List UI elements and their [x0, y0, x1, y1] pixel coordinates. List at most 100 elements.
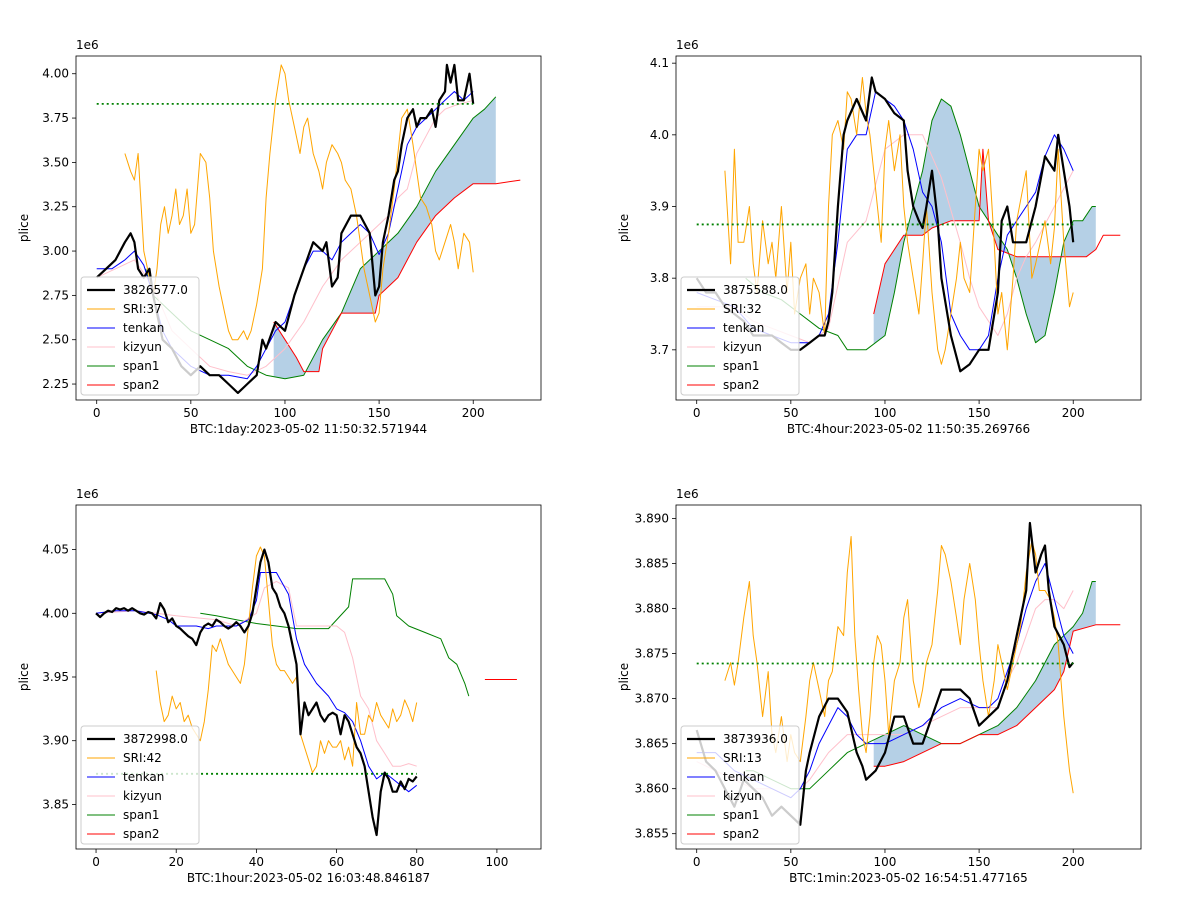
x-tick-label: 0 — [693, 855, 701, 869]
y-tick-label: 3.90 — [42, 734, 69, 748]
x-tick-label: 200 — [1062, 406, 1085, 420]
plot-content — [695, 76, 1121, 373]
x-tick-label: 150 — [368, 406, 391, 420]
legend-entry: SRI:32 — [723, 302, 762, 316]
x-tick-label: 100 — [874, 855, 897, 869]
x-axis-label: BTC:1hour:2023-05-02 16:03:48.846187 — [187, 871, 430, 885]
series-line-span2 — [273, 179, 521, 373]
legend: 3872998.0 SRI:42 tenkan kizyun span1 span2 — [80, 725, 200, 845]
series-line-sri-37 — [124, 64, 474, 341]
y-tick-label: 3.890 — [635, 512, 669, 526]
axes-frame — [675, 55, 1142, 401]
legend-entry: 3872998.0 — [123, 732, 188, 746]
chart-panel-1: 0 50 100 150 200 2.25 2.50 2.75 3.00 3.25 3.50 3.75… — [17, 38, 542, 436]
y-tick-label: 3.870 — [635, 692, 669, 706]
cloud-fill — [873, 99, 1096, 345]
y-tick-label: 2.75 — [42, 288, 69, 302]
y-tick-label: 3.7 — [650, 343, 669, 357]
legend-entry: 3873936.0 — [723, 732, 788, 746]
series-line-span2 — [873, 624, 1121, 767]
chart-panel-2: 0 50 100 150 200 3.7 3.8 3.9 4.0 4.1 1e6 BTC:4hour:… — [617, 38, 1142, 436]
series-line-kizyun — [95, 580, 417, 767]
x-tick-label: 150 — [968, 855, 991, 869]
x-tick-label: 200 — [1062, 855, 1085, 869]
legend-entry: span2 — [123, 827, 159, 841]
y-tick-label: 3.25 — [42, 200, 69, 214]
y-tick-label: 4.1 — [650, 56, 669, 70]
y-axis-label: plice — [617, 663, 631, 691]
legend-entry: SRI:42 — [123, 751, 162, 765]
legend: 3875588.0 SRI:32 tenkan kizyun span1 span2 — [680, 276, 800, 396]
y-tick-label: 3.855 — [635, 827, 669, 841]
axes-frame — [75, 55, 542, 401]
y-scale-label: 1e6 — [76, 38, 99, 52]
legend: 3873936.0 SRI:13 tenkan kizyun span1 span2 — [680, 725, 800, 845]
y-tick-label: 3.865 — [635, 737, 669, 751]
plot-content — [95, 546, 517, 837]
cloud-fill — [273, 96, 496, 379]
y-tick-label: 3.00 — [42, 244, 69, 258]
x-tick-label: 0 — [93, 406, 101, 420]
x-tick-label: 50 — [183, 406, 198, 420]
series-line-tenkan — [696, 91, 1074, 351]
legend-entry: kizyun — [123, 789, 162, 803]
y-tick-label: 4.00 — [42, 67, 69, 81]
y-scale-label: 1e6 — [676, 38, 699, 52]
legend-entry: span1 — [123, 359, 159, 373]
x-tick-label: 100 — [874, 406, 897, 420]
chart-panel-4: 0 50 100 150 200 3.855 3.860 3.865 3.870 3.875 3.8… — [617, 487, 1142, 885]
legend-entry: tenkan — [723, 321, 764, 335]
y-axis-label: plice — [617, 214, 631, 242]
y-tick-label: 3.880 — [635, 602, 669, 616]
series-line-span1 — [745, 98, 1096, 351]
x-tick-label: 0 — [693, 406, 701, 420]
y-axis-label: plice — [17, 663, 31, 691]
axes-frame — [675, 504, 1142, 850]
y-tick-label: 3.75 — [42, 111, 69, 125]
x-axis-label: BTC:4hour:2023-05-02 11:50:35.269766 — [787, 422, 1030, 436]
series-line-sri-42 — [155, 546, 418, 774]
y-tick-label: 3.885 — [635, 557, 669, 571]
legend-entry: SRI:37 — [123, 302, 162, 316]
series-line-sri-32 — [724, 77, 1074, 365]
y-tick-label: 4.0 — [650, 128, 669, 142]
series-line-span1 — [200, 578, 470, 697]
y-axis-label: plice — [17, 214, 31, 242]
y-tick-label: 3.9 — [650, 200, 669, 214]
x-tick-label: 50 — [783, 406, 798, 420]
x-tick-label: 150 — [968, 406, 991, 420]
series-line-3872998-0 — [95, 548, 418, 837]
x-tick-label: 100 — [274, 406, 297, 420]
x-tick-label: 20 — [169, 855, 184, 869]
y-scale-label: 1e6 — [676, 487, 699, 501]
legend: 3826577.0 SRI:37 tenkan kizyun span1 span2 — [80, 276, 200, 396]
series-line-span2 — [873, 148, 1121, 315]
legend-entry: kizyun — [123, 340, 162, 354]
x-axis-label: BTC:1min:2023-05-02 16:54:51.477165 — [789, 871, 1028, 885]
legend-entry: kizyun — [723, 789, 762, 803]
legend-entry: span1 — [723, 808, 759, 822]
y-scale-label: 1e6 — [76, 487, 99, 501]
legend-entry: 3875588.0 — [723, 283, 788, 297]
x-axis-label: BTC:1day:2023-05-02 11:50:32.571944 — [190, 422, 427, 436]
y-tick-label: 4.05 — [42, 543, 69, 557]
y-tick-label: 2.50 — [42, 333, 69, 347]
legend-entry: tenkan — [723, 770, 764, 784]
legend-entry: kizyun — [723, 340, 762, 354]
legend-entry: span2 — [723, 827, 759, 841]
y-tick-label: 3.860 — [635, 782, 669, 796]
y-tick-label: 3.50 — [42, 155, 69, 169]
y-tick-label: 3.95 — [42, 670, 69, 684]
legend-entry: tenkan — [123, 770, 164, 784]
legend-entry: tenkan — [123, 321, 164, 335]
x-tick-label: 60 — [329, 855, 344, 869]
x-tick-label: 40 — [249, 855, 264, 869]
x-tick-label: 200 — [462, 406, 485, 420]
legend-entry: span2 — [123, 378, 159, 392]
x-tick-label: 100 — [485, 855, 508, 869]
chart-panel-3: 0 20 40 60 80 100 3.85 3.90 3.95 4.00 4.05 1e6 BTC:1… — [17, 487, 542, 885]
x-tick-label: 80 — [409, 855, 424, 869]
y-tick-label: 3.875 — [635, 647, 669, 661]
y-tick-label: 3.8 — [650, 271, 669, 285]
